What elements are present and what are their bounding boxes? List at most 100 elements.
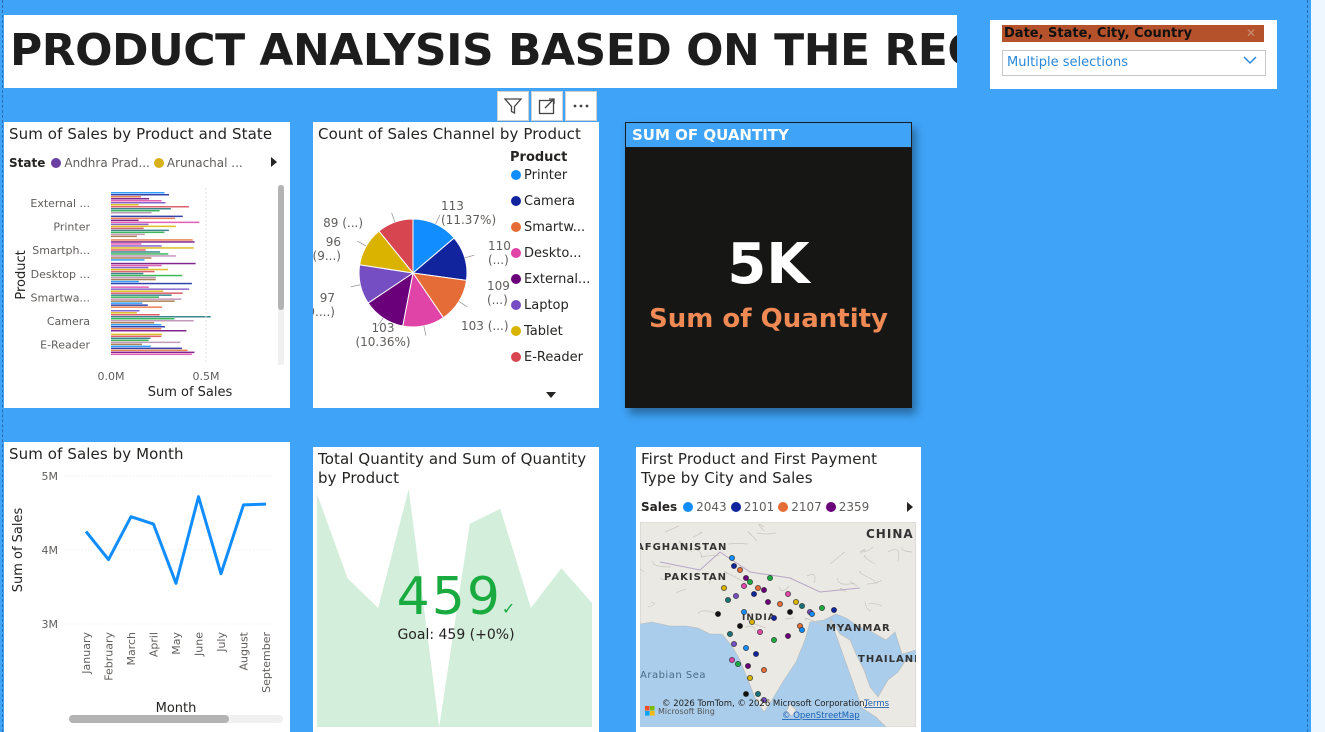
bar[interactable] [111,268,169,271]
bar[interactable] [111,341,181,344]
bar[interactable] [111,278,156,281]
city-sales-point[interactable] [831,607,837,613]
bar[interactable] [111,316,211,318]
bar[interactable] [111,243,142,245]
bar[interactable] [111,251,161,253]
city-sales-point[interactable] [729,555,735,561]
city-sales-point[interactable] [731,641,737,647]
city-sales-point[interactable] [785,591,791,597]
legend-item-sales-0[interactable]: 2043 [683,500,727,514]
city-sales-point[interactable] [715,611,721,617]
bar[interactable] [111,247,194,249]
bar[interactable] [111,310,140,312]
city-sales-point[interactable] [737,567,743,573]
bar[interactable] [111,304,148,306]
city-sales-point[interactable] [771,615,777,621]
bar[interactable] [111,206,189,208]
bar[interactable] [111,241,195,243]
line-scroll-thumb[interactable] [69,715,229,723]
bar[interactable] [111,266,149,269]
bar[interactable] [111,322,155,324]
slicer-dropdown[interactable]: Multiple selections [1002,50,1266,76]
bar[interactable] [111,276,156,279]
sales-channel-by-product-visual[interactable]: Count of Sales Channel by Product 113 (11… [313,122,599,408]
bar[interactable] [111,225,176,228]
city-sales-point[interactable] [765,599,771,605]
city-sales-point[interactable] [725,597,731,603]
bar[interactable] [111,233,145,236]
city-sales-point[interactable] [729,657,735,663]
bar[interactable] [111,194,169,196]
legend-more-icon[interactable] [546,392,556,398]
city-sales-point[interactable] [793,599,799,605]
city-sales-point[interactable] [819,605,825,611]
date-state-slicer[interactable]: Date, State, City, Country ✕ Multiple se… [990,20,1277,89]
line-scroll-track[interactable] [69,715,283,723]
city-sales-point[interactable] [733,593,739,599]
city-sales-point[interactable] [809,611,815,617]
map-canvas[interactable]: AFGHANISTAN CHINA PAKISTAN INDIA MYANMAR THAI… [640,522,916,727]
bar[interactable] [111,339,149,342]
bar[interactable] [111,200,162,202]
bar[interactable] [111,328,162,330]
city-sales-point[interactable] [731,563,737,569]
bar[interactable] [111,337,151,340]
legend-marker[interactable] [511,196,521,206]
bar[interactable] [111,288,190,290]
bar[interactable] [111,290,164,292]
legend-marker[interactable] [511,222,521,232]
legend-marker[interactable] [511,170,521,180]
legend-label[interactable]: Smartw... [524,220,585,235]
bar[interactable] [111,333,163,336]
clear-selection-icon[interactable]: ✕ [1245,26,1256,40]
bar[interactable] [111,208,171,210]
filter-button[interactable] [497,91,529,121]
legend-label[interactable]: Camera [524,194,575,209]
legend-item-sales-1[interactable]: 2101 [730,500,774,514]
bar[interactable] [111,217,175,220]
bar[interactable] [111,210,160,212]
bar[interactable] [111,257,152,259]
city-sales-point[interactable] [799,627,805,633]
bar[interactable] [111,229,169,232]
city-sales-point[interactable] [721,585,727,591]
bar[interactable] [111,245,162,247]
bar[interactable] [111,219,139,222]
bar[interactable] [111,296,159,298]
legend-item-sales-2[interactable]: 2107 [778,500,822,514]
city-sales-point[interactable] [777,601,783,607]
legend-label[interactable]: Tablet [523,324,563,339]
bar[interactable] [111,272,144,275]
city-sales-point[interactable] [761,587,767,593]
osm-link[interactable]: © OpenStreetMap [782,711,860,721]
legend-marker[interactable] [511,300,521,310]
bar[interactable] [111,239,193,241]
city-sales-point[interactable] [749,619,755,625]
bar[interactable] [111,274,183,277]
bar[interactable] [111,330,187,332]
legend-label[interactable]: Laptop [524,298,569,313]
legend-item-sales-3[interactable]: 2359 [825,500,869,514]
bar[interactable] [111,306,162,308]
bar[interactable] [111,349,188,352]
bar[interactable] [111,202,166,204]
bar[interactable] [111,253,169,255]
city-sales-point[interactable] [785,633,791,639]
city-sales-point[interactable] [787,609,793,615]
city-sales-point[interactable] [745,663,751,669]
city-sales-point[interactable] [741,609,747,615]
city-sales-point[interactable] [743,575,749,581]
sales-line-series[interactable] [84,495,267,585]
legend-label[interactable]: E-Reader [524,350,584,365]
city-sales-point[interactable] [755,691,761,697]
city-sales-point[interactable] [747,675,753,681]
city-sales-point[interactable] [753,651,759,657]
bar[interactable] [111,300,175,302]
bar[interactable] [111,318,175,320]
bar[interactable] [111,280,139,283]
bar[interactable] [111,212,152,214]
legend-label[interactable]: External... [524,272,590,287]
legend-item-state-0[interactable]: Andhra Prad... [51,156,150,170]
bar-scroll-track[interactable] [278,185,284,365]
more-options-button[interactable] [565,91,597,121]
